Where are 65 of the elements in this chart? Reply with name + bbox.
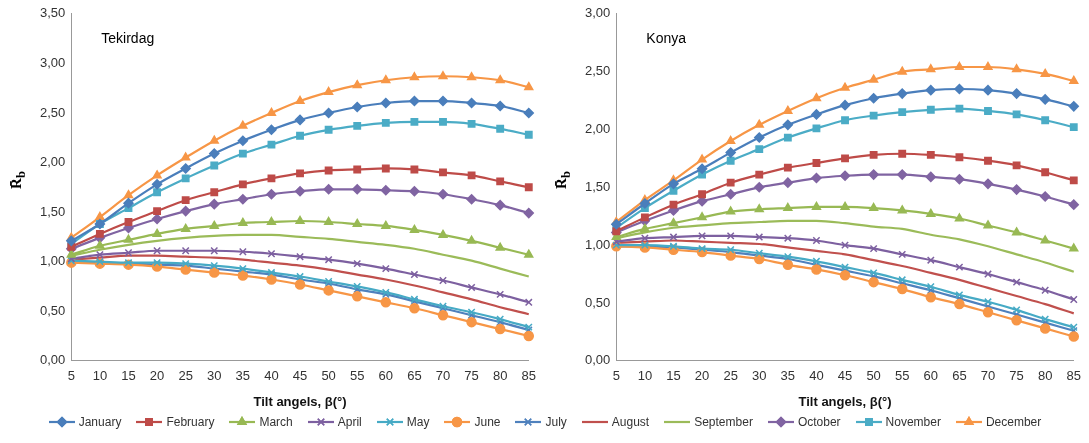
y-tick-label: 1,50 (39, 203, 66, 219)
legend-label: November (885, 415, 941, 429)
x-tick-label: 20 (694, 368, 710, 384)
x-tick-label: 65 (407, 368, 422, 384)
legend-label: December (985, 415, 1042, 429)
legend-label: March (259, 415, 293, 429)
x-tick-label: 80 (1037, 368, 1053, 384)
x-tick-label: 75 (1009, 368, 1024, 384)
y-tick-label: 2,00 (584, 121, 611, 137)
x-tick-label: 85 (521, 368, 536, 384)
y-tick-label: 1,50 (584, 178, 611, 194)
x-tick-label: 85 (1066, 368, 1081, 384)
x-tick-label: 5 (67, 368, 75, 384)
y-tick-label: 2,00 (39, 154, 66, 170)
x-tick-label: 75 (464, 368, 479, 384)
legend-label: September (694, 415, 753, 429)
x-tick-label: 45 (292, 368, 308, 384)
y-tick-label: 0,50 (584, 294, 611, 310)
legend-label: April (337, 415, 362, 429)
text: Tekirdag (101, 29, 155, 46)
x-tick-label: 25 (723, 368, 738, 384)
y-tick-label: 0,50 (39, 302, 66, 318)
y-tick-label: 0,00 (584, 352, 611, 368)
x-axis-title: Tilt angels, β(°) (253, 393, 347, 409)
y-tick-label: 1,00 (584, 236, 611, 252)
x-tick-label: 60 (378, 368, 394, 384)
y-tick-label: 3,00 (39, 54, 66, 70)
x-tick-label: 15 (121, 368, 136, 384)
x-tick-label: 35 (235, 368, 251, 384)
x-tick-label: 60 (923, 368, 939, 384)
x-tick-label: 10 (92, 368, 108, 384)
x-tick-label: 40 (809, 368, 824, 384)
legend-label: January (78, 415, 122, 429)
x-axis-title: Tilt angels, β(°) (798, 393, 892, 409)
y-tick-label: 1,00 (39, 253, 66, 269)
x-tick-label: 70 (435, 368, 451, 384)
legend-label: June (474, 415, 501, 429)
x-tick-label: 50 (321, 368, 336, 384)
x-tick-label: 15 (666, 368, 681, 384)
x-tick-label: 30 (207, 368, 222, 384)
x-tick-label: 40 (264, 368, 279, 384)
x-tick-label: 50 (866, 368, 881, 384)
text: Konya (646, 29, 687, 46)
x-tick-label: 30 (752, 368, 767, 384)
x-tick-label: 35 (780, 368, 796, 384)
x-tick-label: 55 (349, 368, 365, 384)
legend-label: July (545, 415, 567, 429)
x-tick-label: 55 (894, 368, 910, 384)
legend-label: October (797, 415, 841, 429)
x-tick-label: 25 (178, 368, 193, 384)
y-tick-label: 2,50 (584, 63, 611, 79)
x-tick-label: 70 (980, 368, 996, 384)
y-tick-label: 3,00 (584, 5, 611, 21)
legend-label: February (166, 415, 215, 429)
legend-label: May (406, 415, 430, 429)
legend-label: August (611, 415, 650, 429)
x-tick-label: 80 (492, 368, 508, 384)
x-tick-label: 45 (837, 368, 853, 384)
x-tick-label: 5 (612, 368, 620, 384)
x-tick-label: 65 (952, 368, 967, 384)
x-tick-label: 20 (149, 368, 165, 384)
y-tick-label: 2,50 (39, 104, 66, 120)
x-tick-label: 10 (637, 368, 653, 384)
y-tick-label: 0,00 (39, 352, 66, 368)
y-tick-label: 3,50 (39, 5, 66, 21)
